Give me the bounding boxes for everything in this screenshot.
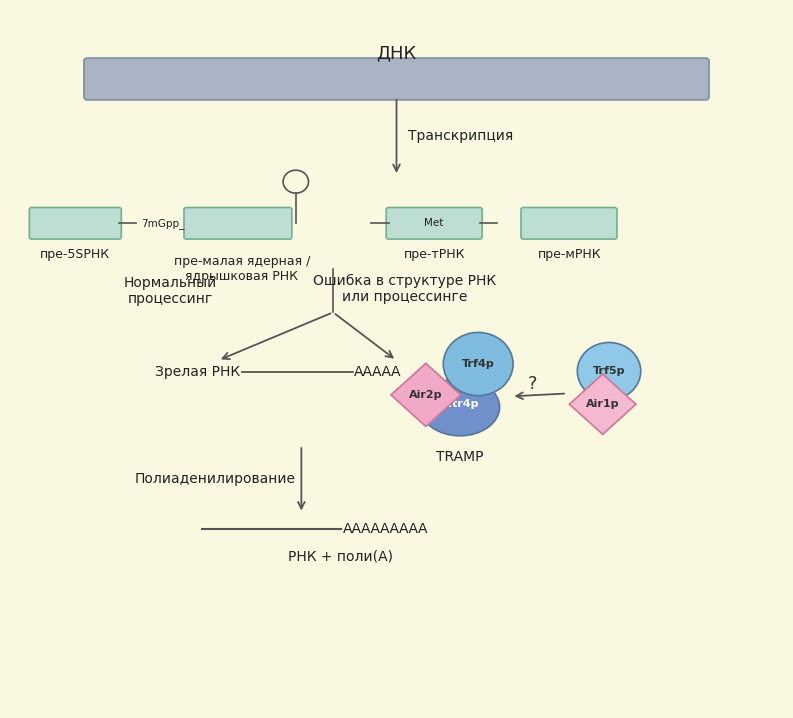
Text: Транскрипция: Транскрипция <box>408 129 514 144</box>
Circle shape <box>443 332 513 396</box>
Text: Met: Met <box>424 218 444 228</box>
Text: пре-5SРНК: пре-5SРНК <box>40 248 110 261</box>
Text: пре-тРНК: пре-тРНК <box>404 248 465 261</box>
FancyBboxPatch shape <box>521 208 617 239</box>
FancyBboxPatch shape <box>84 58 709 100</box>
Text: пре-мРНК: пре-мРНК <box>538 248 601 261</box>
Text: РНК + поли(А): РНК + поли(А) <box>289 549 393 563</box>
Text: Полиаденилирование: Полиаденилирование <box>135 472 296 486</box>
Text: Trf5p: Trf5p <box>593 366 625 376</box>
FancyBboxPatch shape <box>386 208 482 239</box>
Text: ?: ? <box>528 375 538 393</box>
Text: Нормальный
процессинг: Нормальный процессинг <box>124 276 217 306</box>
Text: Air1p: Air1p <box>586 399 619 409</box>
FancyBboxPatch shape <box>29 208 121 239</box>
Text: Trf4p: Trf4p <box>462 359 495 369</box>
Text: Mtr4p: Mtr4p <box>441 398 479 409</box>
Circle shape <box>577 342 641 400</box>
Text: ДНК: ДНК <box>377 45 416 63</box>
Text: Ошибка в структуре РНК
или процессинге: Ошибка в структуре РНК или процессинге <box>313 274 496 304</box>
Text: TRAMP: TRAMP <box>436 450 484 464</box>
Text: ААААААААА: ААААААААА <box>343 522 428 536</box>
Text: пре-малая ядерная /
ядрышковая РНК: пре-малая ядерная / ядрышковая РНК <box>174 255 310 283</box>
FancyBboxPatch shape <box>184 208 292 239</box>
Ellipse shape <box>420 378 500 436</box>
Text: Зрелая РНК: Зрелая РНК <box>155 365 239 379</box>
Polygon shape <box>391 363 461 426</box>
Text: ААААА: ААААА <box>354 365 401 379</box>
Text: Air2p: Air2p <box>409 390 442 400</box>
Text: 7mGpp_: 7mGpp_ <box>141 218 185 229</box>
Polygon shape <box>569 374 636 434</box>
